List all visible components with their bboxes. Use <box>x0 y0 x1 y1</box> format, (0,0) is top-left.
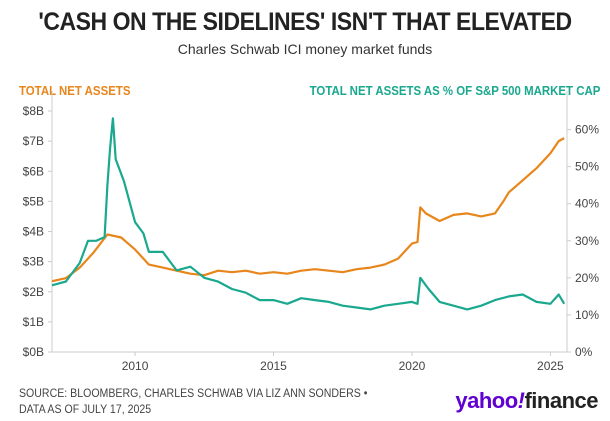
left-tick-label: $3B <box>23 255 44 269</box>
source-line-1: SOURCE: BLOOMBERG, CHARLES SCHWAB VIA LI… <box>19 388 368 400</box>
x-tick-label: 2010 <box>122 359 149 373</box>
source-line-2: DATA AS OF JULY 17, 2025 <box>19 404 152 416</box>
right-tick-label: 0% <box>575 345 593 359</box>
left-tick-label: $0B <box>23 345 44 359</box>
left-tick-label: $5B <box>23 194 44 208</box>
right-tick-label: 30% <box>575 234 599 248</box>
x-tick-label: 2025 <box>537 359 564 373</box>
left-tick-label: $4B <box>23 225 44 239</box>
x-tick-label: 2015 <box>260 359 287 373</box>
right-tick-label: 10% <box>575 308 599 322</box>
left-axis-label: TOTAL NET ASSETS <box>19 83 131 98</box>
right-tick-label: 40% <box>575 197 599 211</box>
left-tick-label: $8B <box>23 104 44 118</box>
left-tick-label: $6B <box>23 164 44 178</box>
right-tick-label: 60% <box>575 123 599 137</box>
left-tick-label: $2B <box>23 285 44 299</box>
chart-title: 'CASH ON THE SIDELINES' ISN'T THAT ELEVA… <box>38 8 572 36</box>
x-tick-label: 2020 <box>399 359 426 373</box>
series-line-total-net-assets <box>51 137 565 283</box>
source-note: SOURCE: BLOOMBERG, CHARLES SCHWAB VIA LI… <box>19 386 367 418</box>
left-tick-label: $1B <box>23 315 44 329</box>
yahoo-finance-logo: yahoo!finance <box>455 388 598 413</box>
chart-subtitle: Charles Schwab ICI money market funds <box>177 41 433 57</box>
right-tick-label: 20% <box>575 271 599 285</box>
right-tick-label: 50% <box>575 160 599 174</box>
series-line-pct-market-cap <box>51 117 566 311</box>
right-axis-label: TOTAL NET ASSETS AS % OF S&P 500 MARKET … <box>309 83 600 98</box>
left-tick-label: $7B <box>23 134 44 148</box>
